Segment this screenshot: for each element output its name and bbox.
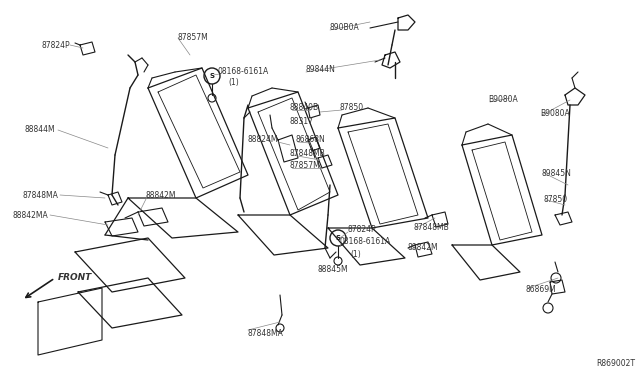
Text: 87824P: 87824P xyxy=(348,225,376,234)
Text: 87857M: 87857M xyxy=(290,161,321,170)
Text: (1): (1) xyxy=(228,78,239,87)
Text: B9080A: B9080A xyxy=(488,96,518,105)
Text: 87850: 87850 xyxy=(544,196,568,205)
Text: S: S xyxy=(335,235,340,241)
Text: 890B0A: 890B0A xyxy=(330,23,360,32)
Text: 87824P: 87824P xyxy=(42,41,70,49)
Text: 86869M: 86869M xyxy=(526,285,557,295)
Text: 87857M: 87857M xyxy=(178,33,209,42)
Text: 88840B: 88840B xyxy=(290,103,319,112)
Text: 89844N: 89844N xyxy=(305,65,335,74)
Text: 88842MA: 88842MA xyxy=(12,211,48,219)
Text: 88842M: 88842M xyxy=(145,190,175,199)
Text: B9080A: B9080A xyxy=(540,109,570,118)
Text: 89842M: 89842M xyxy=(408,244,438,253)
Text: 08168-6161A: 08168-6161A xyxy=(218,67,269,77)
Text: 88824M: 88824M xyxy=(248,135,278,144)
Text: 88844M: 88844M xyxy=(24,125,55,135)
Text: 87848MA: 87848MA xyxy=(22,190,58,199)
Text: 88845M: 88845M xyxy=(318,266,349,275)
Text: 89845N: 89845N xyxy=(542,169,572,177)
Text: 87850: 87850 xyxy=(340,103,364,112)
Text: 88317: 88317 xyxy=(290,116,314,125)
Text: 86868N: 86868N xyxy=(296,135,326,144)
Text: 87848MA: 87848MA xyxy=(248,328,284,337)
Text: 08168-6161A: 08168-6161A xyxy=(340,237,391,247)
Text: FRONT: FRONT xyxy=(58,273,92,282)
Text: 87848MB: 87848MB xyxy=(290,148,326,157)
Text: R869002T: R869002T xyxy=(596,359,635,369)
Text: 87848MB: 87848MB xyxy=(414,224,450,232)
Text: (1): (1) xyxy=(350,250,361,259)
Text: S: S xyxy=(209,73,214,79)
